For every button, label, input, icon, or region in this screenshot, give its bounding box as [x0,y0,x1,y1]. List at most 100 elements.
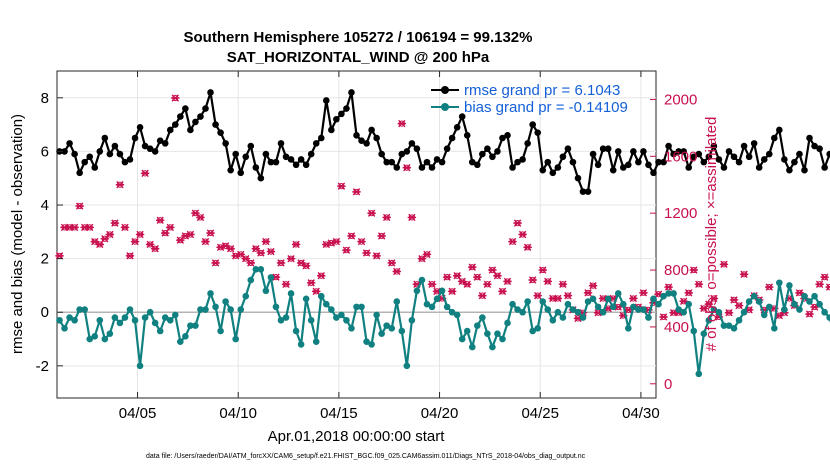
rmse-point [484,145,491,153]
rmse-point [494,148,501,155]
assimilated-obs-marker [588,281,598,290]
bias-point [604,295,612,303]
bias-point [237,306,245,313]
assimilated-obs-marker [95,240,104,249]
rmse-point [423,158,431,166]
assimilated-obs-marker [493,272,502,280]
assimilated-obs-marker [765,283,774,291]
assimilated-obs-marker [140,169,150,178]
rmse-point [564,145,572,153]
assimilated-obs-marker [508,237,517,246]
rmse-point [287,156,295,163]
rmse-point [131,134,139,142]
assimilated-obs-marker [805,310,814,318]
bias-point [166,316,174,324]
rmse-point [710,142,718,150]
rmse-point [61,148,68,155]
rmse-point [312,140,320,147]
rmse-point [161,140,169,147]
plot-area [56,70,657,399]
assimilated-obs-marker [367,209,376,217]
bias-point [453,311,461,319]
rmse-point [272,158,280,166]
assimilated-obs-marker [729,296,739,304]
bias-point [423,300,431,308]
y-right-axis-ticks: 0 400 800 1200 1600 2000 [650,91,697,393]
assimilated-obs-marker [397,119,407,128]
bias-point [86,335,94,343]
assimilated-obs-marker [523,243,532,251]
x-tick-label: 04/30 [622,405,660,422]
bias-point [776,279,783,287]
assimilated-obs-marker [498,287,507,296]
rmse-point [322,97,330,104]
bias-point [272,303,280,311]
rmse-point [81,158,88,166]
bias-point [781,306,788,313]
bias-point [443,303,451,311]
rmse-point [277,140,285,147]
bias-point [343,316,350,324]
y-tick-label: 4 [41,197,49,214]
rmse-point [670,150,677,158]
bias-point [630,303,637,311]
rmse-point [680,148,687,155]
rmse-point [121,158,129,166]
bias-point [151,319,159,327]
assimilated-obs-marker [447,287,457,296]
rmse-point [635,158,642,166]
rmse-point [187,126,194,134]
bias-point [559,314,567,321]
assimilated-obs-marker [281,280,291,288]
rmse-point [781,156,788,163]
y-right-tick-label: 2000 [664,91,697,108]
y-right-tick-label: 1600 [664,148,697,165]
bias-point [348,325,355,332]
rmse-point [589,150,597,158]
bias-point [685,300,693,308]
rmse-point [101,134,109,142]
bias-point [489,343,496,351]
rmse-point [71,150,78,158]
y-tick-label: -2 [36,358,49,375]
rmse-point [292,161,300,169]
rmse-point [584,188,592,195]
rmse-point [594,161,602,169]
rmse-point [116,150,124,158]
rmse-point [604,145,612,153]
bias-point [333,314,340,321]
assimilated-obs-marker [488,266,497,274]
assimilated-obs-marker [709,294,719,303]
rmse-point [625,161,632,169]
bias-point [207,290,214,297]
rmse-point [338,110,345,118]
rmse-point [529,121,536,128]
assimilated-obs-marker [407,213,417,222]
assimilated-obs-marker [442,273,452,281]
bias-point [554,308,562,316]
bias-point [569,306,577,313]
y-tick-label: 8 [41,90,49,107]
assimilated-obs-marker [266,247,276,256]
assimilated-obs-marker [317,272,326,280]
bias-point [328,306,335,313]
bias-point [735,316,743,324]
assimilated-obs-marker [115,181,125,189]
assimilated-obs-marker [55,252,64,260]
rmse-point [609,166,617,174]
bias-point [700,330,708,337]
rmse-point [796,150,803,158]
rmse-point [307,150,315,158]
assimilated-obs-marker [513,219,522,227]
bias-point [56,316,63,324]
rmse-point [690,153,698,161]
rmse-point [297,156,305,163]
bias-point [287,290,295,297]
bias-point [358,303,365,311]
assimilated-obs-marker [342,246,351,254]
chart-title-line-1: Southern Hemisphere 105272 / 106194 = 99… [184,29,533,46]
bias-point [252,266,260,273]
bias-point [458,335,466,343]
bias-point [277,316,285,324]
bias-point [811,292,818,300]
